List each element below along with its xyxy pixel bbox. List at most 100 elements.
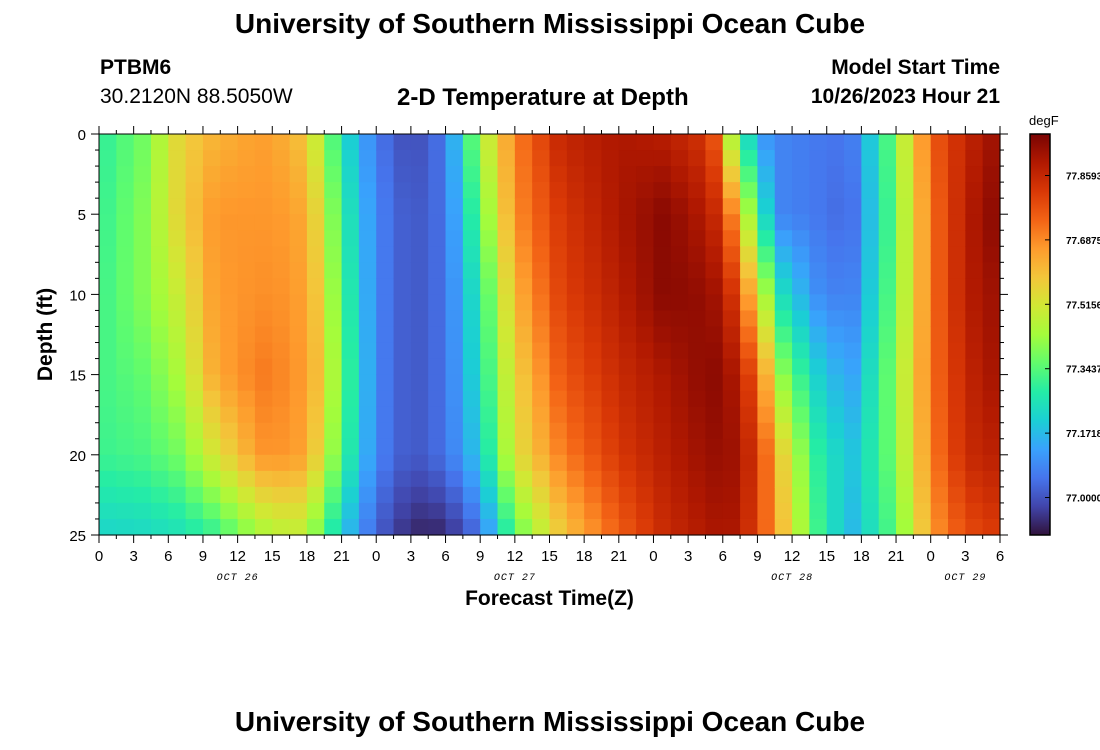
- heatmap-cell: [670, 422, 689, 440]
- heatmap-cell: [272, 326, 291, 344]
- heatmap-cell: [670, 518, 689, 536]
- heatmap-cell: [185, 358, 204, 376]
- heatmap-cell: [202, 502, 221, 520]
- heatmap-cell: [774, 294, 793, 312]
- heatmap-cell: [948, 374, 966, 392]
- heatmap-cell: [150, 374, 169, 392]
- heatmap-cell: [324, 294, 343, 312]
- heatmap-cell: [514, 502, 533, 520]
- heatmap-cell: [549, 246, 568, 263]
- heatmap-cell: [930, 358, 949, 376]
- heatmap-cell: [601, 502, 620, 520]
- heatmap-cell: [792, 438, 811, 456]
- heatmap-cell: [930, 422, 949, 440]
- heatmap-cell: [324, 358, 343, 376]
- heatmap-cell: [272, 246, 291, 263]
- heatmap-cell: [809, 214, 828, 231]
- heatmap-cell: [410, 262, 429, 279]
- heatmap-cell: [913, 470, 932, 488]
- heatmap-cell: [168, 326, 187, 344]
- heatmap-cell: [445, 374, 464, 392]
- heatmap-cell: [254, 246, 273, 263]
- heatmap-cell: [272, 150, 291, 167]
- heatmap-cell: [497, 390, 516, 408]
- heatmap-cell: [168, 470, 187, 488]
- heatmap-cell: [116, 182, 135, 199]
- heatmap-cell: [688, 262, 707, 279]
- heatmap-cell: [254, 422, 273, 440]
- heatmap-cell: [220, 470, 239, 488]
- x-tick-label: 15: [264, 548, 281, 565]
- heatmap-cell: [584, 198, 603, 215]
- heatmap-cell: [965, 502, 984, 520]
- heatmap-cell: [341, 358, 360, 376]
- heatmap-cell: [168, 374, 187, 392]
- heatmap-cell: [358, 406, 377, 424]
- heatmap-cell: [445, 198, 464, 215]
- heatmap-cell: [948, 342, 966, 360]
- heatmap-cell: [757, 278, 776, 295]
- heatmap-cell: [306, 294, 325, 312]
- heatmap-cell: [618, 406, 637, 424]
- heatmap-cell: [272, 422, 291, 440]
- heatmap-cell: [688, 166, 707, 183]
- heatmap-cell: [289, 182, 308, 199]
- heatmap-cell: [982, 454, 1001, 472]
- heatmap-cell: [601, 470, 620, 488]
- heatmap-cell: [584, 470, 603, 488]
- heatmap-cell: [358, 310, 377, 328]
- heatmap-cell: [930, 470, 949, 488]
- heatmap-cell: [670, 470, 689, 488]
- main-title: University of Southern Mississippi Ocean…: [234, 8, 866, 39]
- heatmap-cell: [896, 262, 914, 279]
- x-tick-label: 12: [229, 548, 246, 565]
- heatmap-cell: [341, 326, 360, 344]
- heatmap-cell: [792, 278, 811, 295]
- heatmap-cell: [393, 470, 412, 488]
- heatmap-cell: [722, 166, 741, 183]
- heatmap-cell: [740, 182, 759, 199]
- heatmap-cell: [168, 502, 187, 520]
- heatmap-cell: [757, 406, 776, 424]
- heatmap-cell: [913, 422, 932, 440]
- heatmap-cell: [480, 486, 499, 504]
- heatmap-cell: [116, 294, 135, 312]
- heatmap-cell: [896, 294, 914, 312]
- heatmap-cell: [358, 134, 377, 151]
- y-axis: 0 5 10 15 20 25: [69, 127, 1008, 545]
- heatmap-cell: [913, 246, 932, 263]
- heatmap-cell: [878, 326, 897, 344]
- heatmap-cell: [792, 230, 811, 247]
- heatmap-cell: [133, 182, 152, 199]
- heatmap-cell: [393, 438, 412, 456]
- heatmap-cell: [514, 278, 533, 295]
- heatmap-cell: [774, 486, 793, 504]
- heatmap-cell: [566, 406, 585, 424]
- heatmap-cell: [688, 358, 707, 376]
- heatmap-cell: [168, 150, 187, 167]
- heatmap-cell: [480, 438, 499, 456]
- heatmap-cell: [116, 166, 135, 183]
- heatmap-cell: [220, 502, 239, 520]
- heatmap-cell: [844, 150, 862, 167]
- heatmap-cell: [982, 166, 1001, 183]
- heatmap-cell: [913, 326, 932, 344]
- heatmap-cell: [705, 486, 724, 504]
- heatmap-cell: [948, 134, 966, 151]
- heatmap-cell: [445, 406, 464, 424]
- heatmap-cell: [480, 342, 499, 360]
- heatmap-cell: [844, 358, 862, 376]
- heatmap-cell: [480, 246, 499, 263]
- heatmap-cell: [202, 454, 221, 472]
- heatmap-cell: [948, 214, 966, 231]
- heatmap-cell: [324, 374, 343, 392]
- heatmap-cell: [99, 262, 117, 279]
- heatmap-cell: [930, 278, 949, 295]
- heatmap-cell: [185, 150, 204, 167]
- heatmap-cell: [237, 438, 256, 456]
- heatmap-cell: [410, 502, 429, 520]
- heatmap-cell: [705, 374, 724, 392]
- heatmap-cell: [636, 214, 655, 231]
- heatmap-cell: [792, 486, 811, 504]
